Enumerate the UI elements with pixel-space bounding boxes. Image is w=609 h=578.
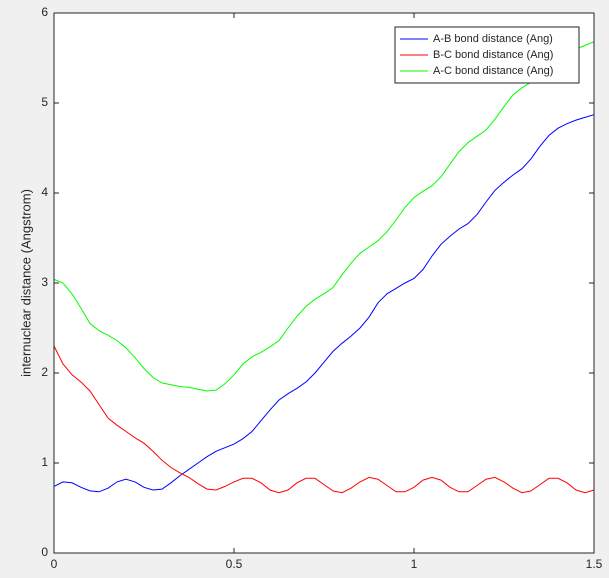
legend-label: A-B bond distance (Ang) (433, 33, 553, 45)
x-tick-label: 1 (411, 557, 418, 571)
legend: A-B bond distance (Ang) B-C bond distance… (394, 26, 580, 84)
axes-box (53, 12, 595, 554)
plot-area (54, 13, 594, 553)
y-axis-label: internuclear distance (Angstrom) (18, 189, 33, 377)
x-tick-label: 1.5 (586, 557, 603, 571)
y-tick-label: 6 (41, 5, 48, 19)
y-tick-label: 0 (41, 545, 48, 559)
y-tick-label: 5 (41, 95, 48, 109)
y-tick-label: 3 (41, 275, 48, 289)
data-line (53, 41, 595, 392)
data-line (53, 345, 595, 494)
y-tick-label: 2 (41, 365, 48, 379)
legend-label: B-C bond distance (Ang) (433, 49, 553, 61)
y-tick-label: 1 (41, 455, 48, 469)
x-tick-label: 0.5 (226, 557, 243, 571)
data-line (53, 114, 595, 493)
legend-label: A-C bond distance (Ang) (433, 65, 553, 77)
y-tick-label: 4 (41, 185, 48, 199)
x-tick-label: 0 (51, 557, 58, 571)
